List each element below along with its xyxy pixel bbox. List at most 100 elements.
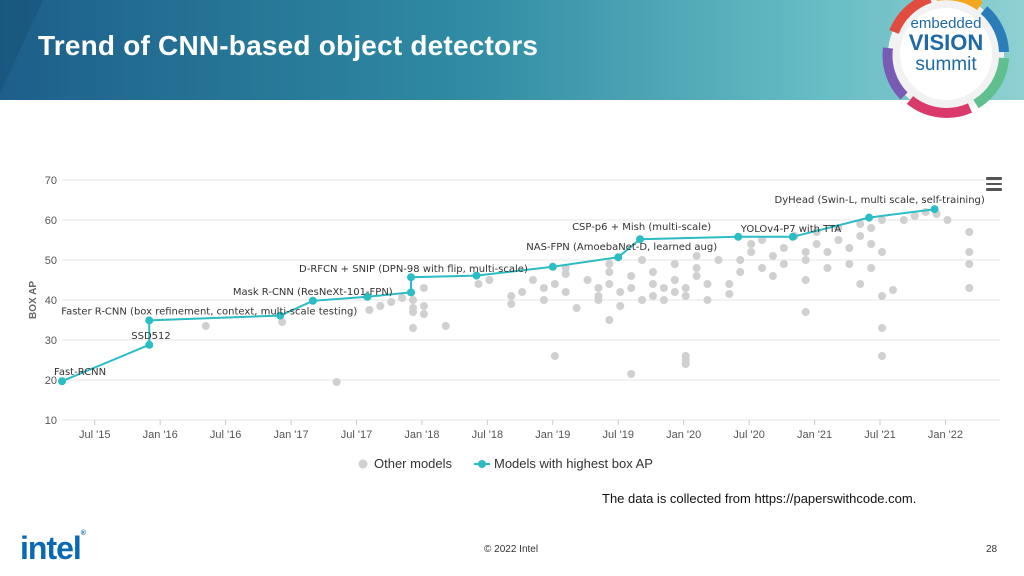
other-model-point[interactable] bbox=[398, 294, 407, 302]
other-model-point[interactable] bbox=[736, 256, 745, 264]
other-model-point[interactable] bbox=[485, 276, 494, 284]
other-model-point[interactable] bbox=[409, 296, 418, 304]
best-model-point[interactable] bbox=[276, 311, 285, 320]
best-model-point[interactable] bbox=[472, 271, 481, 280]
other-model-point[interactable] bbox=[768, 252, 777, 260]
other-model-point[interactable] bbox=[648, 280, 657, 288]
other-model-point[interactable] bbox=[779, 244, 788, 252]
best-model-point[interactable] bbox=[308, 296, 317, 305]
other-model-point[interactable] bbox=[648, 292, 657, 300]
other-model-point[interactable] bbox=[801, 248, 810, 256]
other-model-point[interactable] bbox=[878, 324, 887, 332]
best-model-point[interactable] bbox=[636, 235, 645, 244]
other-model-point[interactable] bbox=[332, 378, 341, 386]
best-model-point[interactable] bbox=[363, 292, 372, 301]
other-model-point[interactable] bbox=[648, 268, 657, 276]
other-model-point[interactable] bbox=[758, 264, 767, 272]
other-model-point[interactable] bbox=[365, 306, 374, 314]
other-model-point[interactable] bbox=[878, 248, 887, 256]
other-model-point[interactable] bbox=[605, 260, 614, 268]
other-model-point[interactable] bbox=[878, 292, 887, 300]
other-model-point[interactable] bbox=[801, 276, 810, 284]
other-model-point[interactable] bbox=[659, 284, 668, 292]
best-model-point[interactable] bbox=[145, 316, 154, 325]
other-model-point[interactable] bbox=[583, 276, 592, 284]
other-model-point[interactable] bbox=[518, 288, 527, 296]
other-model-point[interactable] bbox=[867, 224, 876, 232]
other-model-point[interactable] bbox=[627, 272, 636, 280]
other-model-point[interactable] bbox=[550, 280, 559, 288]
other-model-point[interactable] bbox=[965, 248, 974, 256]
legend-label-best-models[interactable]: Models with highest box AP bbox=[494, 456, 653, 471]
other-model-point[interactable] bbox=[725, 290, 734, 298]
other-model-point[interactable] bbox=[419, 302, 428, 310]
best-model-point[interactable] bbox=[407, 288, 416, 297]
other-model-point[interactable] bbox=[605, 280, 614, 288]
other-model-point[interactable] bbox=[409, 304, 418, 312]
other-model-point[interactable] bbox=[943, 216, 952, 224]
other-model-point[interactable] bbox=[867, 240, 876, 248]
other-model-point[interactable] bbox=[747, 240, 756, 248]
other-model-point[interactable] bbox=[419, 310, 428, 318]
other-model-point[interactable] bbox=[965, 284, 974, 292]
other-model-point[interactable] bbox=[561, 270, 570, 278]
other-model-point[interactable] bbox=[474, 280, 483, 288]
best-model-point[interactable] bbox=[145, 340, 154, 349]
other-model-point[interactable] bbox=[529, 276, 537, 284]
legend-label-other-models[interactable]: Other models bbox=[374, 456, 453, 471]
other-model-point[interactable] bbox=[856, 280, 865, 288]
other-model-point[interactable] bbox=[779, 260, 788, 268]
other-model-point[interactable] bbox=[834, 236, 843, 244]
chart-menu-icon[interactable] bbox=[986, 177, 1002, 191]
other-model-point[interactable] bbox=[888, 286, 897, 294]
other-model-point[interactable] bbox=[605, 316, 614, 324]
other-model-point[interactable] bbox=[561, 288, 570, 296]
other-model-point[interactable] bbox=[878, 352, 887, 360]
best-model-point[interactable] bbox=[407, 273, 416, 282]
other-model-point[interactable] bbox=[605, 268, 614, 276]
other-model-point[interactable] bbox=[627, 284, 636, 292]
other-model-point[interactable] bbox=[507, 300, 516, 308]
other-model-point[interactable] bbox=[703, 280, 712, 288]
other-model-point[interactable] bbox=[616, 302, 625, 310]
other-model-point[interactable] bbox=[878, 216, 887, 224]
other-model-point[interactable] bbox=[670, 288, 679, 296]
other-model-point[interactable] bbox=[910, 212, 919, 220]
other-model-point[interactable] bbox=[736, 268, 745, 276]
other-model-point[interactable] bbox=[441, 322, 450, 330]
other-model-point[interactable] bbox=[278, 318, 287, 326]
best-model-point[interactable] bbox=[548, 262, 557, 271]
other-model-point[interactable] bbox=[572, 304, 581, 312]
other-model-point[interactable] bbox=[201, 322, 210, 330]
other-model-point[interactable] bbox=[681, 292, 690, 300]
other-model-point[interactable] bbox=[638, 256, 647, 264]
other-model-point[interactable] bbox=[539, 296, 548, 304]
other-model-point[interactable] bbox=[823, 248, 832, 256]
other-model-point[interactable] bbox=[845, 244, 854, 252]
other-model-point[interactable] bbox=[823, 264, 832, 272]
other-model-point[interactable] bbox=[714, 256, 723, 264]
other-model-point[interactable] bbox=[965, 260, 974, 268]
best-model-point[interactable] bbox=[614, 253, 623, 262]
other-model-point[interactable] bbox=[812, 240, 821, 248]
other-model-point[interactable] bbox=[409, 324, 418, 332]
other-model-point[interactable] bbox=[867, 264, 876, 272]
other-model-point[interactable] bbox=[539, 284, 548, 292]
other-model-point[interactable] bbox=[638, 296, 647, 304]
other-model-point[interactable] bbox=[845, 260, 854, 268]
other-model-point[interactable] bbox=[965, 228, 974, 236]
best-model-point[interactable] bbox=[930, 205, 939, 214]
other-model-point[interactable] bbox=[387, 298, 396, 306]
best-model-point[interactable] bbox=[734, 232, 743, 241]
other-model-point[interactable] bbox=[747, 248, 756, 256]
other-model-point[interactable] bbox=[681, 284, 690, 292]
other-model-point[interactable] bbox=[616, 288, 625, 296]
other-model-point[interactable] bbox=[376, 302, 385, 310]
other-model-point[interactable] bbox=[594, 296, 603, 304]
other-model-point[interactable] bbox=[856, 220, 865, 228]
other-model-point[interactable] bbox=[670, 260, 679, 268]
other-model-point[interactable] bbox=[758, 236, 767, 244]
other-model-point[interactable] bbox=[692, 264, 701, 272]
other-model-point[interactable] bbox=[856, 232, 865, 240]
other-model-point[interactable] bbox=[725, 280, 734, 288]
